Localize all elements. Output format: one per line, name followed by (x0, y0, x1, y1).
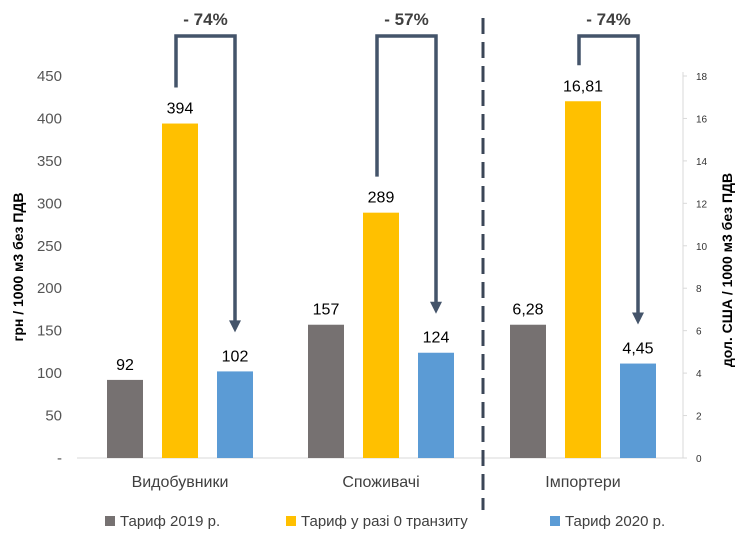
legend-label: Тариф у разі 0 транзиту (301, 513, 468, 530)
change-arrow-line (174, 34, 237, 322)
y-left-tick-label: - (57, 450, 62, 467)
y-right-tick-label: 0 (696, 454, 702, 465)
y-left-tick-label: 450 (37, 68, 62, 85)
y-left-axis-title: грн / 1000 м3 без ПДВ (10, 192, 26, 341)
y-left-tick-label: 100 (37, 365, 62, 382)
legend-swatch (286, 516, 296, 526)
y-right-tick-label: 2 (696, 412, 702, 423)
y-right-axis-title: дол. США / 1000 м3 без ПДВ (719, 173, 735, 367)
y-left-tick-label: 200 (37, 280, 62, 297)
y-left-tick-label: 350 (37, 153, 62, 170)
bar-2020-producers (217, 371, 253, 458)
y-left-tick-label: 300 (37, 195, 62, 212)
y-right-tick-label: 8 (696, 284, 702, 295)
legend: Тариф 2019 р. Тариф у разі 0 транзиту Тари… (105, 513, 665, 530)
data-label: 4,45 (622, 341, 653, 358)
legend-swatch (550, 516, 560, 526)
data-label: 157 (313, 302, 340, 319)
data-label: 92 (116, 357, 134, 374)
category-label: Імпортери (545, 474, 620, 491)
change-percent-label: - 74% (586, 10, 630, 29)
legend-label: Тариф 2020 р. (565, 513, 665, 530)
change-arrow-line (375, 34, 438, 303)
change-arrows (174, 34, 644, 333)
bars (107, 101, 656, 458)
y-right-tick-label: 18 (696, 72, 708, 83)
change-arrow-line (577, 34, 640, 314)
y-left-tick-label: 50 (45, 408, 62, 425)
data-label: 6,28 (512, 302, 543, 319)
y-left-tick-label: 250 (37, 238, 62, 255)
y-left-tick-label: 150 (37, 323, 62, 340)
change-arrow-head (430, 301, 442, 314)
data-label: 102 (222, 348, 249, 365)
category-label: Видобувники (132, 474, 229, 491)
change-arrow-head (229, 320, 241, 333)
bar-2020-importers (620, 363, 656, 458)
legend-label: Тариф 2019 р. (120, 513, 220, 530)
legend-swatch (105, 516, 115, 526)
bar-2019-importers (510, 324, 546, 458)
y-left-tick-label: 400 (37, 110, 62, 127)
change-percent-label: - 74% (183, 10, 227, 29)
data-label: 394 (167, 101, 194, 118)
bar-zero-transit-importers (565, 101, 601, 458)
bar-2019-consumers (308, 324, 344, 458)
y-right-tick-label: 4 (696, 369, 702, 380)
bar-zero-transit-consumers (363, 212, 399, 458)
bar-2020-consumers (418, 352, 454, 458)
change-percent-label: - 57% (384, 10, 428, 29)
y-right-tick-label: 6 (696, 327, 702, 338)
y-right-tick-label: 14 (696, 157, 708, 168)
y-right-tick-label: 10 (696, 242, 708, 253)
change-arrow-head (632, 312, 644, 325)
category-label: Споживачі (342, 474, 419, 491)
y-right-tick-label: 12 (696, 199, 708, 210)
y-right-tick-label: 16 (696, 114, 708, 125)
labels: 92 394 102 Видобувники 157 289 124 Споживачі 6,2… (116, 10, 654, 491)
bar-zero-transit-producers (162, 123, 198, 458)
data-label: 16,81 (563, 78, 603, 95)
axes: - 50 100 150 200 250 300 350 400 450 0 2 4 6 8 10 12 14 16… (10, 18, 735, 510)
bar-2019-producers (107, 379, 143, 458)
data-label: 289 (368, 190, 395, 207)
data-label: 124 (423, 330, 450, 347)
